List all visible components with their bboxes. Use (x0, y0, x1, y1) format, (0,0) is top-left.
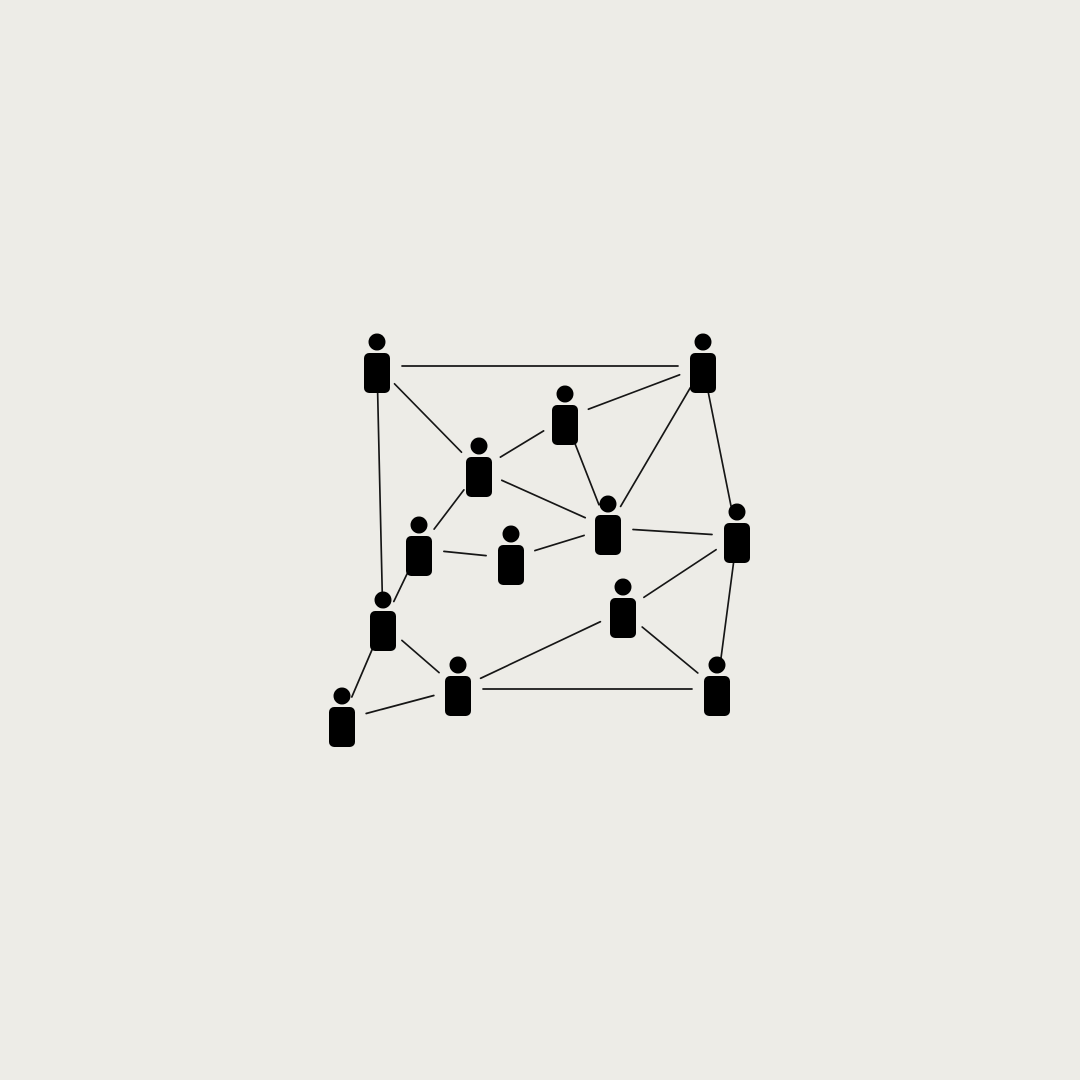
edge-n5-n10 (392, 570, 410, 603)
person-body (610, 598, 636, 638)
person-head (708, 656, 726, 674)
person-icon (329, 687, 355, 747)
person-head (599, 495, 617, 513)
person-icon (498, 525, 524, 585)
person-icon (595, 495, 621, 555)
person-body (724, 523, 750, 563)
person-body (406, 536, 432, 576)
person-icon (370, 591, 396, 651)
person-head (556, 385, 574, 403)
edge-n1-n10 (376, 390, 384, 600)
person-icon (552, 385, 578, 445)
person-icon (364, 333, 390, 393)
person-body (690, 353, 716, 393)
person-icon (610, 578, 636, 638)
person-head (614, 578, 632, 596)
edge-n2-n6 (619, 386, 692, 508)
person-body (329, 707, 355, 747)
edge-n8-n11 (479, 620, 602, 680)
person-head (368, 333, 386, 351)
person-icon (406, 516, 432, 576)
person-body (704, 676, 730, 716)
person-body (364, 353, 390, 393)
nodes-layer (329, 333, 750, 747)
person-head (694, 333, 712, 351)
person-head (502, 525, 520, 543)
edge-n3-n4 (499, 430, 545, 458)
person-head (449, 656, 467, 674)
person-body (552, 405, 578, 445)
person-body (595, 515, 621, 555)
person-body (370, 611, 396, 651)
person-head (470, 437, 488, 455)
edge-n2-n9 (707, 389, 733, 513)
edge-n12-n11 (365, 694, 435, 715)
edge-n10-n12 (350, 646, 375, 698)
edge-n4-n6 (500, 479, 587, 519)
edge-n3-n6 (573, 440, 600, 506)
person-head (374, 591, 392, 609)
person-body (466, 457, 492, 497)
edge-n6-n9 (632, 528, 713, 536)
person-icon (690, 333, 716, 393)
person-head (333, 687, 351, 705)
person-body (445, 676, 471, 716)
edge-n1-n4 (393, 382, 463, 454)
edge-n8-n13 (641, 626, 699, 674)
person-head (728, 503, 746, 521)
person-icon (445, 656, 471, 716)
person-icon (466, 437, 492, 497)
edge-n9-n13 (719, 559, 735, 666)
person-icon (704, 656, 730, 716)
edges-layer (350, 365, 735, 715)
edge-n10-n11 (401, 639, 440, 674)
edge-n2-n3 (587, 373, 681, 411)
person-icon (724, 503, 750, 563)
edge-n4-n5 (433, 489, 465, 530)
person-body (498, 545, 524, 585)
edge-n5-n7 (443, 550, 487, 557)
edge-n9-n8 (643, 548, 717, 599)
edge-n7-n6 (534, 534, 585, 552)
person-head (410, 516, 428, 534)
